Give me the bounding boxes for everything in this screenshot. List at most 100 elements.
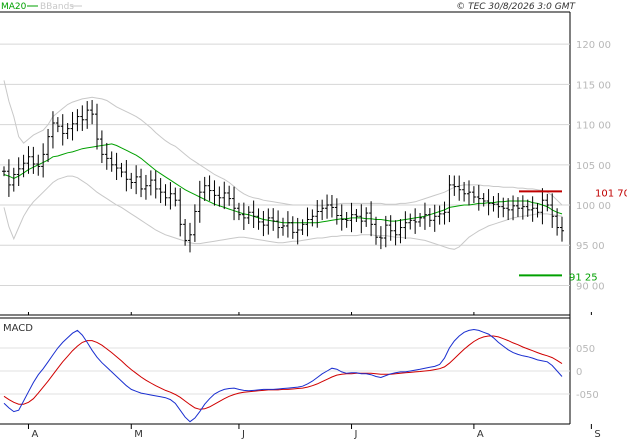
ohlc-bar: [168, 182, 173, 210]
ohlc-bar: [41, 143, 46, 178]
ohlc-bar: [432, 204, 437, 232]
ohlc-bar: [555, 208, 560, 236]
ohlc-bar: [305, 207, 310, 237]
ohlc-bar: [256, 208, 261, 230]
ohlc-bar: [540, 188, 545, 225]
ohlc-bar: [95, 103, 99, 150]
ohlc-bar: [217, 186, 222, 207]
ohlc-bar: [393, 220, 398, 246]
ohlc-bar: [442, 201, 447, 225]
ohlc-bar: [197, 180, 202, 223]
resistance-label: 101 70: [595, 188, 627, 199]
ohlc-bar: [525, 199, 530, 217]
ohlc-bar: [271, 208, 276, 231]
ohlc-bar: [383, 215, 388, 248]
ohlc-bar: [202, 176, 207, 201]
price-tick-label: 115 00: [576, 80, 611, 91]
macd-line: [3, 328, 563, 423]
ohlc-bar: [46, 128, 51, 163]
price-tick-label: 110 00: [576, 121, 611, 132]
ohlc-bar: [403, 211, 408, 240]
ohlc-bar: [158, 178, 163, 204]
ohlc-bar: [447, 175, 452, 223]
bb-lower-line: [3, 175, 563, 250]
ohlc-bar: [55, 117, 60, 133]
macd-tick-label: 0: [576, 367, 582, 378]
x-tick-label: J: [241, 429, 245, 440]
ohlc-bar: [192, 204, 197, 242]
ohlc-bar: [227, 185, 232, 206]
ohlc-bar: [148, 170, 153, 196]
ohlc-bar: [315, 200, 320, 228]
signal-line: [3, 335, 563, 410]
ohlc-bar: [339, 204, 344, 231]
ohlc-bar: [300, 219, 305, 235]
ohlc-bar: [173, 187, 178, 207]
timestamp: © TEC 30/8/2026 3:0 GMT: [456, 2, 576, 12]
ohlc-bar: [60, 114, 65, 146]
ohlc-bar: [75, 109, 80, 132]
ohlc-bar: [388, 215, 393, 241]
ohlc-bar: [36, 154, 41, 176]
ohlc-bar: [281, 217, 285, 236]
ohlc-bar: [452, 175, 457, 196]
ohlc-bar: [378, 226, 383, 250]
ohlc-bar: [178, 188, 183, 237]
ohlc-bar: [471, 186, 476, 203]
ohlc-bar: [222, 181, 227, 210]
ohlc-bar: [21, 154, 26, 178]
ohlc-bar: [437, 205, 442, 225]
price-axis-labels: 120 00 115 00 110 00 105 00 100 00 95 00 90 00: [576, 40, 611, 292]
ohlc-bar: [251, 200, 256, 229]
ohlc-bar: [329, 194, 334, 218]
macd-title: MACD: [3, 323, 33, 334]
ohlc-bar: [241, 202, 246, 230]
ohlc-bar: [232, 186, 237, 221]
ohlc-bar: [261, 210, 266, 237]
ohlc-bar: [276, 210, 281, 239]
ohlc-bar: [398, 219, 403, 244]
ohlc-bar: [496, 192, 501, 218]
support-label: 91 25: [569, 272, 598, 283]
ohlc-bar: [344, 211, 349, 228]
ohlc-bar: [535, 203, 540, 218]
ohlc-bar: [310, 209, 315, 227]
ohlc-bar: [104, 142, 109, 170]
macd-grid: [0, 347, 570, 395]
ohlc-bar: [530, 196, 535, 222]
ohlc-bar: [545, 193, 550, 212]
ohlc-bar: [65, 123, 70, 140]
ohlc-bar: [374, 216, 378, 245]
ohlc-bar: [124, 160, 129, 192]
ma20-path: [3, 143, 563, 224]
ohlc-bar: [295, 217, 300, 245]
ohlc-bar: [491, 196, 496, 212]
ohlc-bar: [334, 198, 339, 225]
ohlc-bar: [236, 202, 241, 221]
ohlc-bar: [467, 180, 471, 206]
ohlc-bar: [163, 184, 168, 206]
ohlc-bar: [325, 194, 330, 219]
ohlc-bar: [134, 165, 139, 195]
legend-bbands: BBands: [40, 2, 74, 12]
ohlc-bar: [139, 168, 144, 198]
ohlc-bar: [413, 208, 418, 234]
ohlc-bar: [80, 105, 85, 131]
ohlc-bar: [422, 202, 427, 230]
x-tick-label: J: [354, 429, 358, 440]
ohlc-bar: [99, 130, 104, 164]
x-tick-label: A: [477, 429, 484, 440]
ohlc-bar: [153, 170, 158, 199]
ohlc-bar: [476, 184, 481, 211]
ohlc-bar: [119, 162, 124, 178]
ohlc-bar: [520, 195, 525, 220]
x-tick-label: M: [134, 429, 143, 440]
macd-lines: [3, 328, 563, 423]
ohlc-bar: [212, 180, 217, 206]
ohlc-bar: [408, 213, 413, 230]
ohlc-bar: [511, 195, 516, 221]
ohlc-bar: [506, 198, 511, 221]
ohlc-bar: [114, 152, 119, 180]
